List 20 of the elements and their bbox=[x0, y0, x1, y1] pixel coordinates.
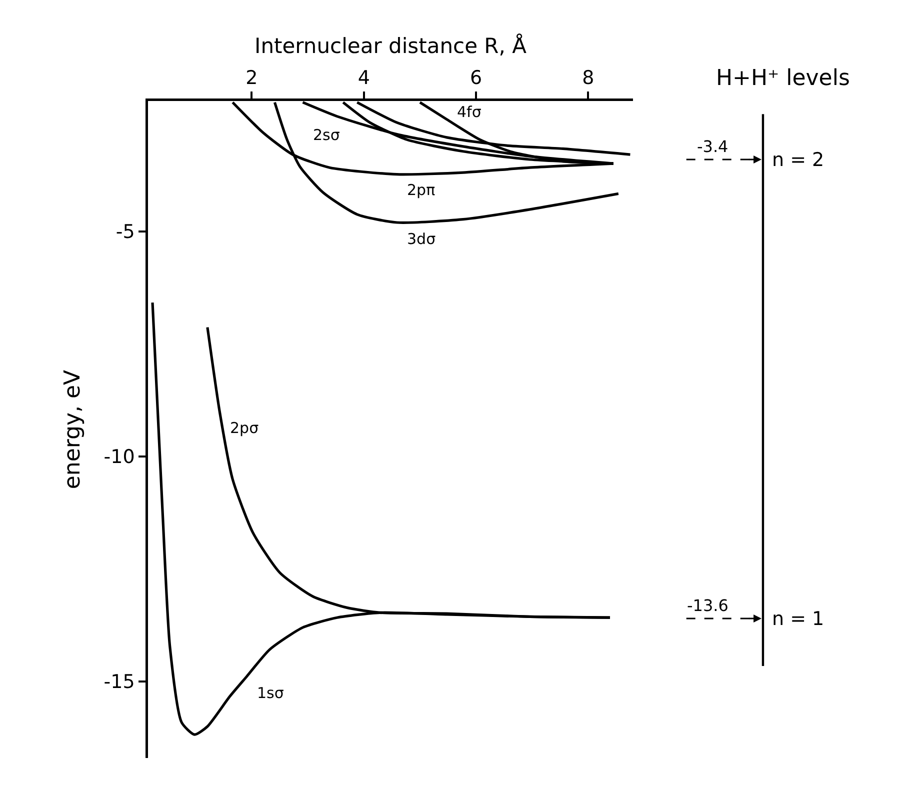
text: n = 2 bbox=[772, 149, 824, 171]
annotation: 1sσ bbox=[257, 684, 284, 702]
x-axis-title: Internuclear distance R, Å bbox=[254, 32, 528, 58]
annotation: 2sσ bbox=[313, 126, 340, 144]
annotation: 4fσ bbox=[457, 103, 482, 121]
ref-line-label: -3.4 bbox=[697, 137, 728, 156]
annotation: 2pσ bbox=[230, 419, 260, 437]
annotation: 3dσ bbox=[407, 230, 436, 248]
text: n = 1 bbox=[772, 608, 824, 630]
annotation: 2pπ bbox=[407, 181, 436, 199]
text: H+H⁺ levels bbox=[716, 66, 850, 91]
y-tick-label: -5 bbox=[116, 221, 135, 244]
x-tick-label: 6 bbox=[470, 67, 482, 89]
x-tick-label: 2 bbox=[246, 67, 258, 89]
x-tick-label: 8 bbox=[582, 67, 594, 89]
ref-line-label: -13.6 bbox=[687, 596, 728, 615]
y-axis-title: energy, eV bbox=[60, 370, 86, 490]
y-tick-label: -10 bbox=[104, 446, 135, 468]
x-tick-label: 4 bbox=[358, 67, 370, 89]
y-tick-label: -15 bbox=[104, 671, 135, 694]
